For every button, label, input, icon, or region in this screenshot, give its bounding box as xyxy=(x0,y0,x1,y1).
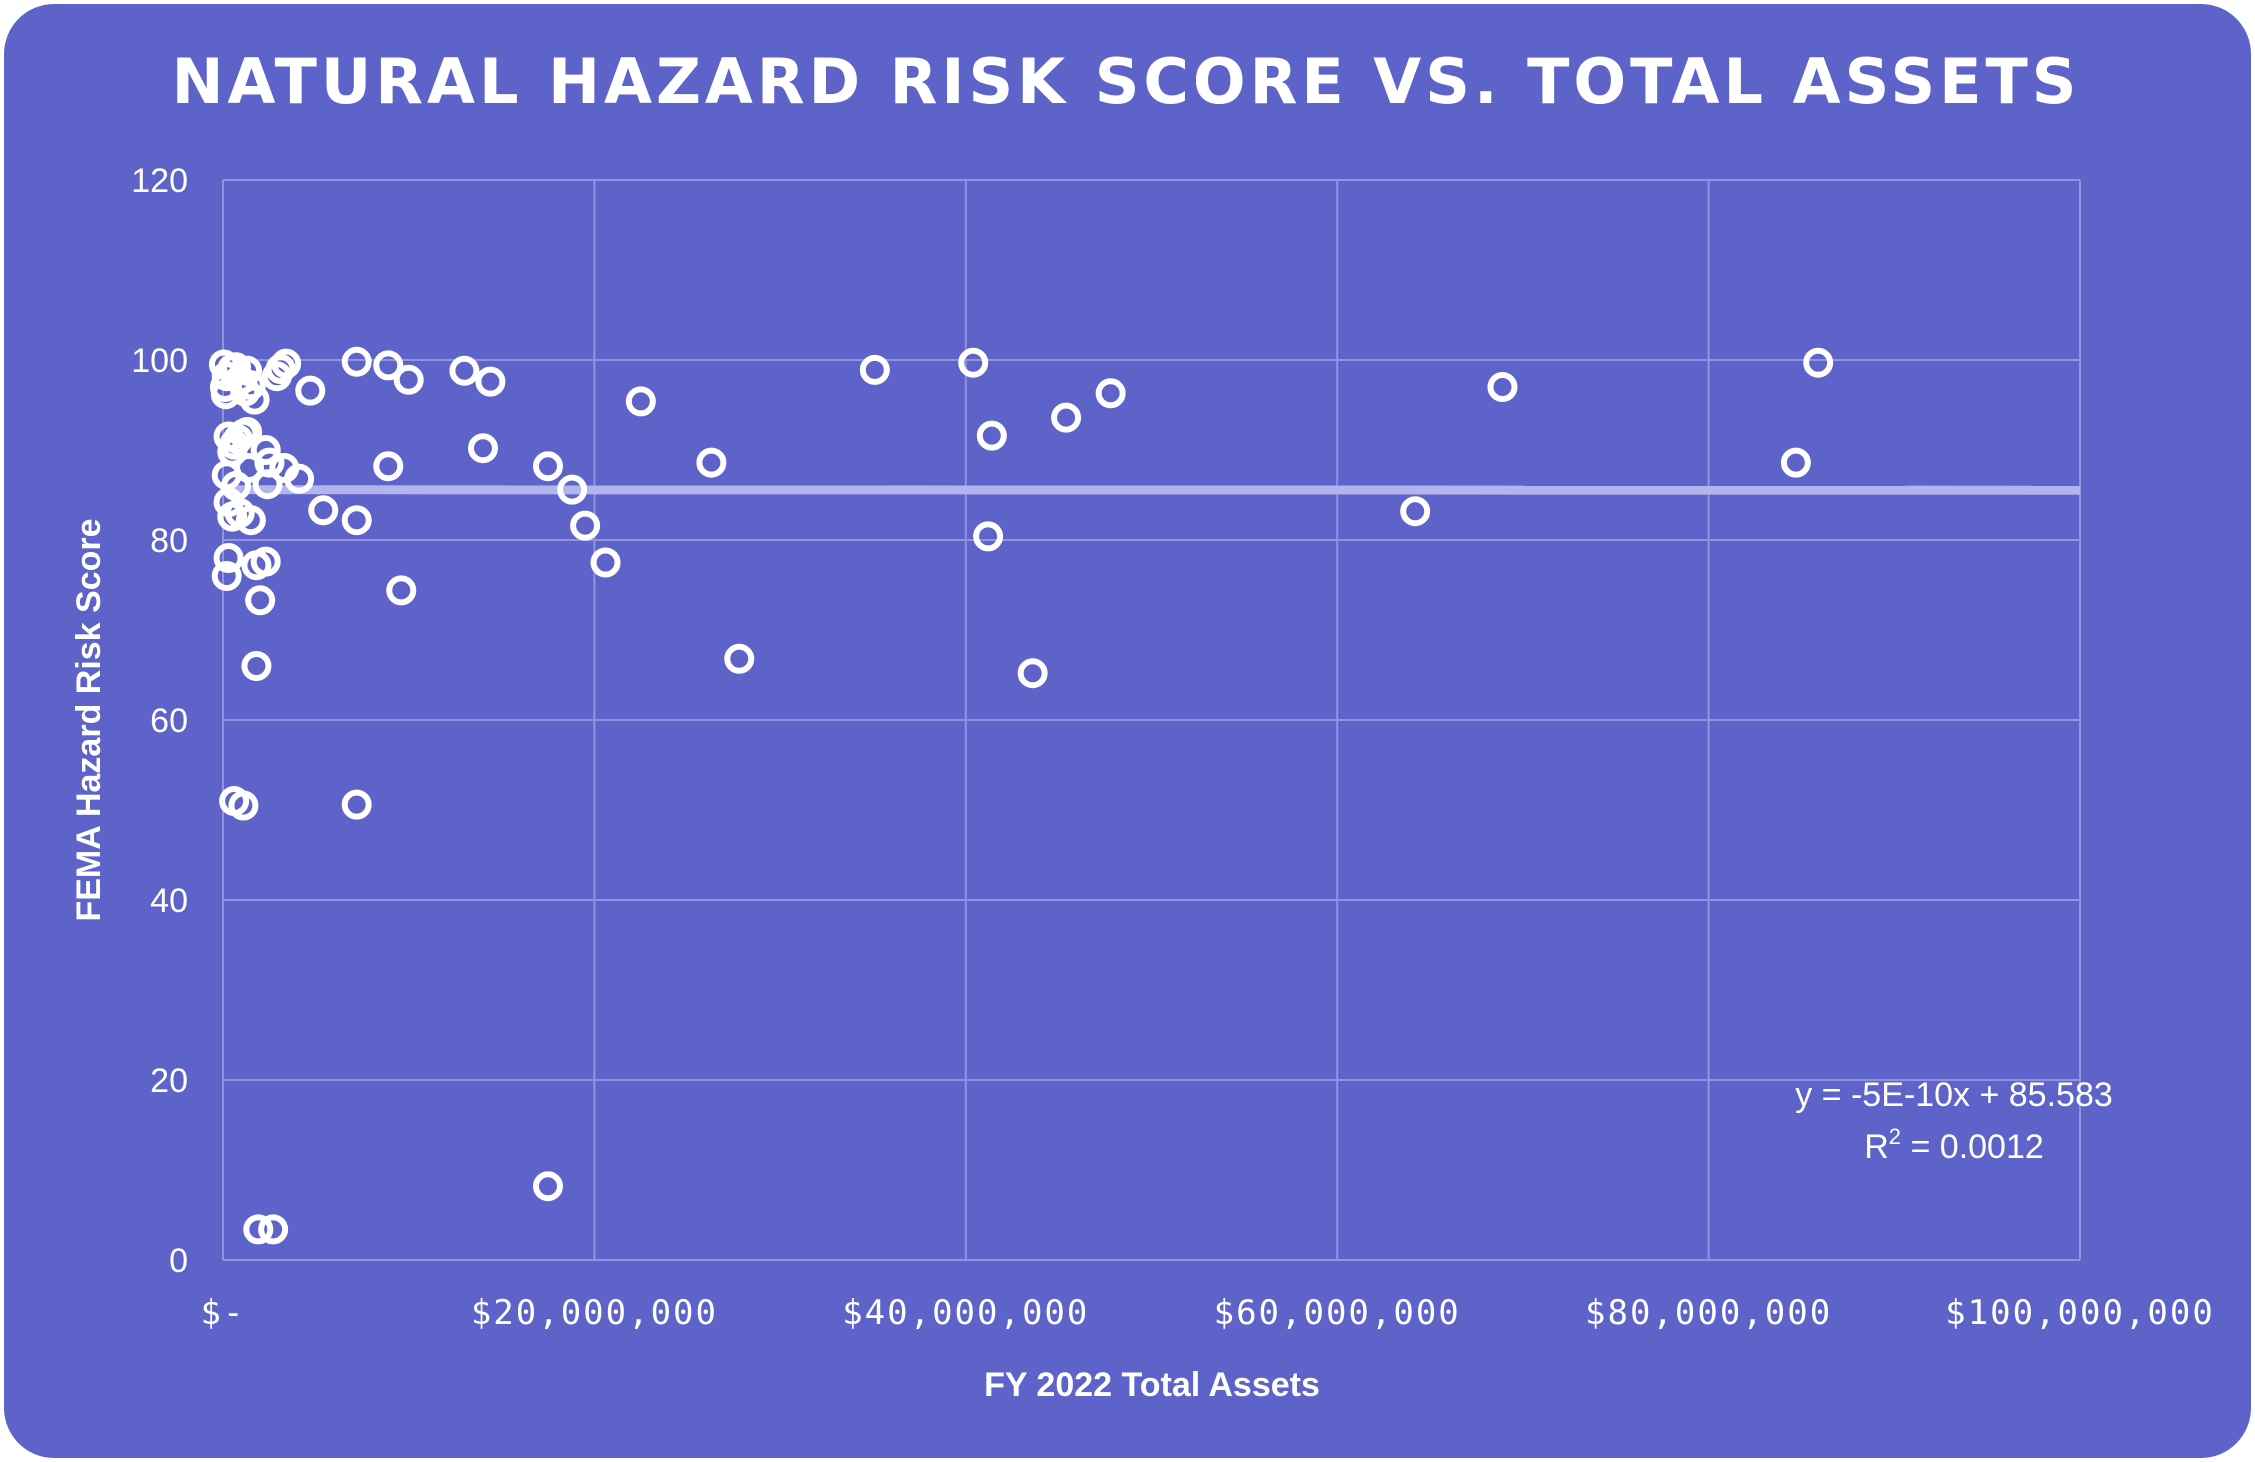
data-point xyxy=(243,1214,274,1245)
data-point xyxy=(973,521,1004,552)
data-point xyxy=(475,366,506,397)
data-point xyxy=(341,789,372,820)
data-point xyxy=(308,495,339,526)
y-tick-label: 80 xyxy=(150,522,188,560)
data-point xyxy=(250,435,281,465)
data-point xyxy=(1051,402,1082,433)
data-point xyxy=(570,510,601,541)
x-tick-label: $60,000,000 xyxy=(1214,1293,1461,1333)
x-tick-label: $40,000,000 xyxy=(842,1293,1089,1333)
data-point xyxy=(258,1214,289,1245)
gridlines xyxy=(222,179,2081,1261)
data-point xyxy=(341,505,372,536)
x-tick-label: $100,000,000 xyxy=(1945,1293,2215,1333)
chart-card: 0 20 40 60 80 100 120 $- $20,000,000 $40,000,000… xyxy=(4,4,2251,1458)
data-point xyxy=(1400,496,1431,527)
y-tick-label: 0 xyxy=(169,1242,188,1280)
r-squared-exponent: 2 xyxy=(1889,1124,1901,1149)
trendline-equation: y = -5E-10x + 85.583 xyxy=(1795,1076,2113,1114)
y-tick-label: 40 xyxy=(150,882,188,920)
data-point xyxy=(341,346,372,377)
data-point xyxy=(532,1171,563,1202)
r-squared-value: = 0.0012 xyxy=(1901,1128,2044,1166)
x-tick-label: $80,000,000 xyxy=(1585,1293,1832,1333)
y-tick-label: 120 xyxy=(131,162,188,200)
data-point xyxy=(211,561,242,591)
x-axis-ticks: $- $20,000,000 $40,000,000 $60,000,000 $80,0… xyxy=(201,1293,2215,1333)
data-point xyxy=(625,386,656,417)
data-point xyxy=(373,350,404,381)
chart-title: NATURAL HAZARD RISK SCORE VS. TOTAL ASSE… xyxy=(172,45,2081,118)
y-axis-ticks: 0 20 40 60 80 100 120 xyxy=(131,162,188,1280)
data-point xyxy=(467,433,498,464)
data-point xyxy=(232,355,263,386)
data-point xyxy=(213,543,244,573)
data-point xyxy=(1803,347,1834,378)
data-point xyxy=(976,420,1007,451)
data-point xyxy=(532,451,563,482)
x-tick-label: $20,000,000 xyxy=(471,1293,718,1333)
data-point xyxy=(386,575,417,606)
data-point xyxy=(393,364,424,395)
data-point xyxy=(250,546,281,577)
y-tick-label: 20 xyxy=(150,1062,188,1100)
x-tick-label: $- xyxy=(201,1293,246,1333)
data-point xyxy=(235,505,266,536)
data-point xyxy=(449,355,480,386)
data-point xyxy=(228,790,259,821)
data-point xyxy=(245,585,276,616)
data-point xyxy=(590,547,621,578)
y-tick-label: 100 xyxy=(131,342,188,380)
data-point xyxy=(557,474,588,505)
x-axis-label: FY 2022 Total Assets xyxy=(984,1366,1320,1404)
data-point xyxy=(252,469,283,500)
r-squared-symbol: R xyxy=(1864,1128,1889,1166)
y-tick-label: 60 xyxy=(150,702,188,740)
scatter-chart: 0 20 40 60 80 100 120 $- $20,000,000 $40,000,000… xyxy=(70,45,2215,1404)
data-point xyxy=(859,354,890,385)
data-point xyxy=(239,384,270,415)
data-point xyxy=(724,643,755,674)
data-point xyxy=(232,417,263,447)
data-point xyxy=(1017,658,1048,689)
data-point xyxy=(261,361,292,392)
data-point xyxy=(373,451,404,482)
y-axis-label: FEMA Hazard Risk Score xyxy=(70,518,108,921)
data-point xyxy=(1780,447,1811,478)
data-points xyxy=(208,346,1834,1245)
data-point xyxy=(1487,372,1518,402)
data-point xyxy=(1095,378,1126,409)
data-point xyxy=(220,471,251,501)
data-point xyxy=(696,447,727,478)
data-point xyxy=(284,463,315,494)
data-point xyxy=(958,347,989,378)
data-point xyxy=(295,375,326,406)
data-point xyxy=(241,651,272,681)
r-squared-label: R2 = 0.0012 xyxy=(1864,1124,2044,1166)
